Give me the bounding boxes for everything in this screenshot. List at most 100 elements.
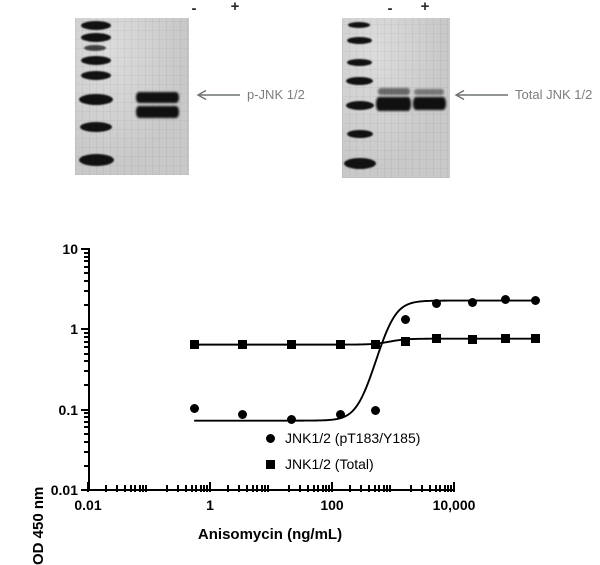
lane-label-plus-pjnk: +: [230, 0, 240, 15]
y-tick-minor: [84, 370, 90, 373]
y-tick-label: 0.1: [58, 401, 78, 418]
x-tick-minor: [386, 485, 389, 492]
ladder-band: [347, 37, 372, 44]
x-axis-title: Anisomycin (ng/mL): [197, 526, 343, 543]
x-tick-minor: [439, 485, 442, 492]
x-tick-minor: [134, 485, 137, 492]
y-tick-minor: [84, 450, 90, 453]
y-tick-minor: [84, 416, 90, 419]
ladder-band: [84, 45, 106, 51]
y-tick-minor: [84, 352, 90, 355]
y-tick-minor: [84, 340, 90, 343]
x-tick-label: 10,000: [432, 497, 476, 513]
legend-entry-total: JNK1/2 (Total): [266, 456, 374, 472]
y-tick-label: 0.01: [50, 482, 78, 498]
y-tick-minor: [84, 265, 90, 268]
lane-label-minus-pjnk: -: [191, 0, 197, 17]
x-tick-minor: [199, 485, 202, 492]
y-tick-major: [81, 408, 90, 411]
membrane-pjnk: [75, 18, 189, 175]
x-tick-minor: [410, 485, 413, 492]
x-tick-minor: [116, 485, 119, 492]
x-tick-minor: [129, 485, 132, 492]
x-tick-minor: [317, 485, 320, 492]
ladder-band: [79, 154, 114, 166]
protein-band-total-plus-main: [413, 97, 446, 110]
data-point-phospho: [287, 415, 297, 425]
x-axis-line: [88, 489, 454, 491]
data-point-total: [237, 339, 247, 349]
x-tick-minor: [389, 485, 392, 492]
data-point-total: [189, 339, 199, 349]
membrane-total-jnk: [342, 18, 450, 178]
y-tick-minor: [84, 255, 90, 258]
y-tick-minor: [84, 260, 90, 263]
x-tick-major: [87, 482, 89, 492]
x-tick-minor: [325, 485, 328, 492]
y-tick-minor: [84, 251, 90, 254]
x-tick-minor: [145, 485, 148, 492]
ladder-band: [81, 21, 111, 30]
x-tick-minor: [138, 485, 141, 492]
x-tick-minor: [299, 485, 302, 492]
x-tick-minor: [306, 485, 309, 492]
x-tick-minor: [105, 485, 108, 492]
protein-band-pjnk-upper: [136, 92, 179, 103]
y-tick-major: [81, 248, 90, 250]
x-tick-minor: [177, 485, 180, 492]
y-tick-minor: [84, 440, 90, 443]
x-tick-minor: [238, 485, 241, 492]
data-point-phospho: [400, 315, 410, 325]
data-point-phospho: [501, 295, 511, 305]
y-tick-minor: [84, 360, 90, 363]
data-point-phospho: [189, 404, 199, 414]
x-tick-label: 0.01: [74, 497, 102, 513]
ladder-band: [347, 130, 373, 138]
y-tick-minor: [84, 346, 90, 349]
ladder-band: [344, 158, 376, 169]
legend-label-phospho: JNK1/2 (pT183/Y185): [285, 430, 421, 446]
legend-marker-square-icon: [266, 459, 275, 469]
x-tick-minor: [328, 485, 331, 492]
x-tick-minor: [256, 485, 259, 492]
data-point-total: [467, 334, 477, 344]
x-tick-minor: [367, 485, 370, 492]
x-tick-minor: [312, 485, 315, 492]
legend-label-total: JNK1/2 (Total): [285, 456, 374, 472]
y-tick-label: 10: [62, 241, 78, 257]
x-tick-major: [453, 482, 455, 492]
data-point-total: [501, 333, 511, 343]
x-tick-minor: [428, 485, 431, 492]
x-tick-minor: [443, 485, 446, 492]
x-tick-minor: [260, 485, 263, 492]
x-tick-minor: [360, 485, 363, 492]
ladder-band: [347, 59, 372, 66]
x-tick-minor: [142, 485, 145, 492]
x-tick-minor: [166, 485, 169, 492]
x-tick-minor: [264, 485, 267, 492]
data-point-total: [287, 340, 297, 350]
ladder-band: [81, 56, 111, 65]
data-point-phospho: [467, 297, 477, 307]
ladder-band: [348, 22, 370, 28]
ladder-band: [79, 94, 113, 105]
fit-curve-phospho: [194, 299, 536, 422]
x-tick-minor: [421, 485, 424, 492]
y-axis-line: [88, 249, 90, 491]
data-point-total: [371, 340, 381, 350]
data-point-phospho: [237, 410, 247, 420]
lane-label-minus-total: -: [387, 0, 393, 17]
x-tick-minor: [184, 485, 187, 492]
ladder-band: [80, 122, 112, 132]
x-tick-minor: [321, 485, 324, 492]
y-tick-minor: [84, 464, 90, 467]
legend-marker-circle-icon: [266, 433, 275, 443]
x-tick-minor: [373, 485, 376, 492]
protein-band-total-plus-upper: [414, 89, 444, 95]
lane-label-plus-total: +: [420, 0, 430, 15]
blot-label-pjnk: p-JNK 1/2: [247, 87, 305, 102]
legend-entry-phospho: JNK1/2 (pT183/Y185): [266, 430, 420, 446]
data-point-total: [336, 339, 346, 349]
data-point-phospho: [432, 299, 442, 309]
x-tick-minor: [382, 485, 385, 492]
